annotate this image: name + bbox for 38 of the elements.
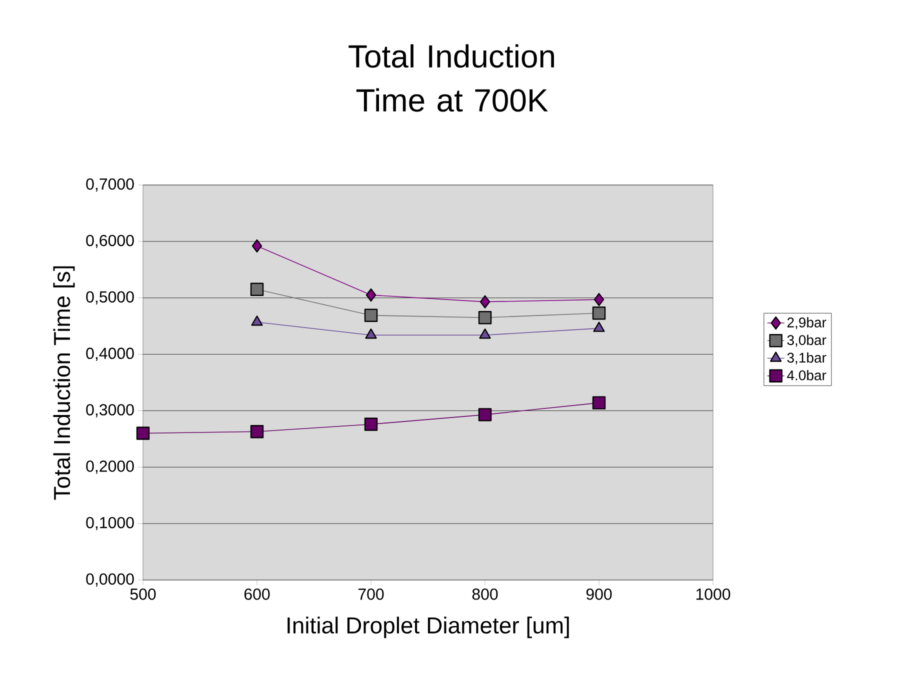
point (593, 322, 605, 332)
legend-label: 3,1bar (787, 352, 826, 364)
y-tick-label: 0,5000 (86, 291, 134, 304)
point (480, 295, 490, 308)
point (250, 424, 264, 438)
x-tick-label: 900 (586, 588, 612, 600)
y-tick-label: 0,4000 (86, 348, 134, 361)
point (364, 308, 378, 322)
point (250, 282, 264, 296)
chart-title: Total Induction Time at 700K (348, 44, 554, 112)
point (592, 306, 606, 320)
point (136, 426, 150, 440)
y-tick-label: 0,7000 (86, 178, 134, 192)
point (478, 311, 492, 324)
x-axis-title: Initial Droplet Diameter [um] (288, 616, 569, 638)
point (251, 316, 263, 326)
y-tick-label: 0,6000 (86, 234, 134, 248)
point (594, 292, 604, 306)
y-tick-label: 0,0000 (86, 573, 134, 587)
x-tick-label: 500 (130, 588, 156, 600)
point (364, 418, 378, 431)
point (478, 408, 492, 422)
x-tick-label: 1000 (696, 588, 730, 600)
legend-label: 3,0bar (787, 334, 826, 347)
x-tick-label: 600 (244, 588, 270, 600)
legend-label: 4.0bar (787, 370, 826, 380)
y-tick-label: 0,3000 (86, 404, 134, 418)
legend-label: 2,9bar (787, 317, 826, 330)
point (365, 328, 377, 339)
y-axis-title: Total Induction Time [s] (53, 266, 75, 500)
point (252, 239, 262, 253)
x-tick-label: 800 (472, 588, 498, 600)
y-tick-label: 0,2000 (86, 460, 134, 474)
y-tick-label: 0,1000 (86, 516, 134, 530)
point (366, 288, 376, 302)
point (479, 328, 491, 339)
x-tick-label: 700 (358, 588, 384, 600)
point (592, 396, 606, 410)
